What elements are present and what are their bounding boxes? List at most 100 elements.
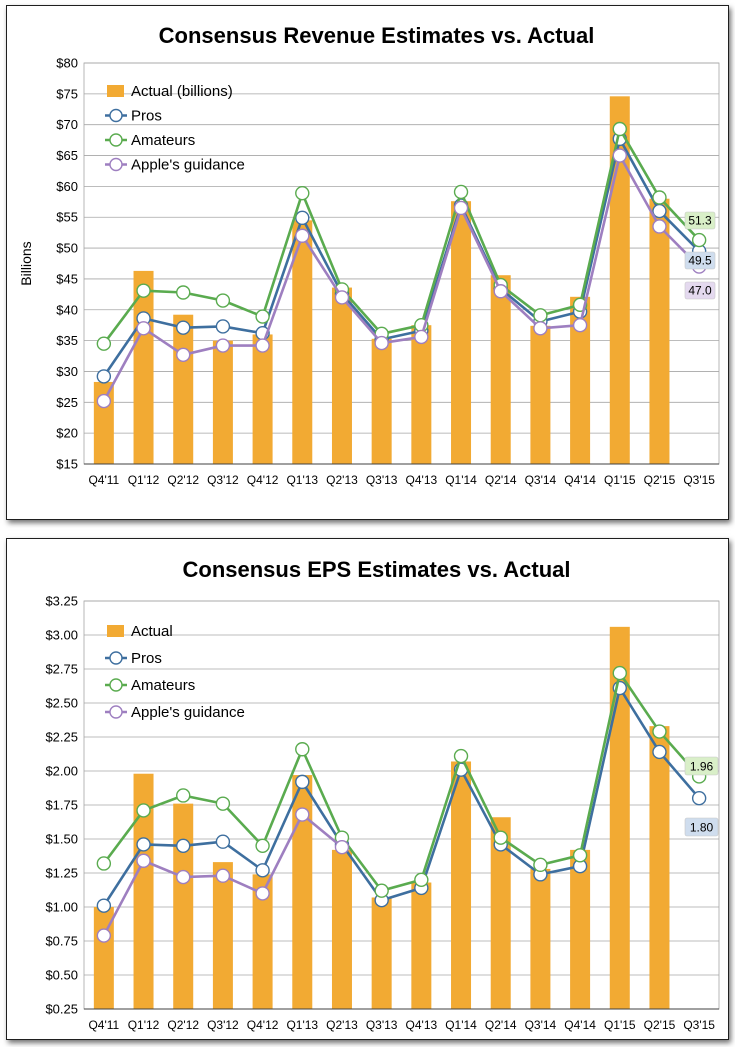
x-tick-label: Q2'12 bbox=[167, 473, 199, 487]
bar-actual-q1-13 bbox=[292, 220, 313, 464]
bar-actual-q4-13 bbox=[411, 882, 432, 1009]
marker-apple-s-guidance-q3-14 bbox=[533, 321, 548, 336]
annotation-box-pros bbox=[684, 817, 719, 837]
x-tick-label: Q3'14 bbox=[525, 473, 557, 487]
marker-pros-q2-12 bbox=[176, 838, 191, 853]
marker-amateurs-q1-13 bbox=[295, 185, 310, 201]
marker-pros-q2-15 bbox=[652, 744, 667, 760]
y-tick-label: $0.25 bbox=[45, 1002, 78, 1017]
bar-actual-q1-15 bbox=[609, 626, 630, 1009]
marker-amateurs-q4-13 bbox=[414, 872, 429, 887]
marker-apple-s-guidance-q1-14 bbox=[453, 200, 469, 216]
bar-actual-q2-12 bbox=[173, 314, 194, 464]
legend-swatch-actual bbox=[107, 625, 124, 637]
marker-amateurs-q2-12 bbox=[176, 285, 191, 300]
legend-label-apple-s-guidance: Apple's guidance bbox=[131, 157, 245, 174]
marker-pros-q4-11 bbox=[96, 898, 112, 913]
y-tick-label: $2.75 bbox=[45, 662, 78, 677]
series-line-pros bbox=[102, 686, 701, 907]
marker-pros-q1-13 bbox=[295, 774, 310, 790]
bar-actual-q2-14 bbox=[490, 817, 511, 1009]
marker-apple-s-guidance-q1-13 bbox=[295, 228, 310, 243]
annotation-box-pros bbox=[684, 251, 716, 270]
x-tick-label: Q1'14 bbox=[445, 473, 477, 487]
marker-pros-q2-12 bbox=[176, 320, 191, 335]
x-tick-label: Q2'14 bbox=[485, 1018, 517, 1032]
marker-amateurs-q3-15 bbox=[691, 232, 707, 248]
bar-actual-q3-12 bbox=[212, 340, 233, 464]
bar-actual-q3-14 bbox=[530, 868, 551, 1009]
marker-apple-s-guidance-q4-13 bbox=[414, 329, 429, 345]
marker-apple-s-guidance-q2-14 bbox=[493, 284, 508, 299]
y-tick-label: $3.00 bbox=[45, 628, 78, 643]
bar-actual-q4-13 bbox=[411, 325, 432, 464]
marker-pros-q1-12 bbox=[136, 837, 151, 852]
marker-amateurs-q3-13 bbox=[374, 883, 389, 898]
marker-pros-q3-15 bbox=[691, 791, 707, 806]
marker-apple-s-guidance-q1-12 bbox=[136, 321, 151, 336]
y-tick-label: $2.50 bbox=[45, 696, 78, 711]
marker-pros-q2-15 bbox=[652, 203, 667, 219]
marker-amateurs-q3-14 bbox=[533, 857, 548, 873]
y-tick-label: $70 bbox=[56, 117, 78, 132]
legend-label-actual-billions: Actual (billions) bbox=[131, 83, 233, 100]
marker-pros-q3-12 bbox=[215, 319, 231, 334]
marker-amateurs-q4-12 bbox=[255, 309, 270, 324]
y-tick-label: $1.50 bbox=[45, 832, 78, 847]
marker-amateurs-q1-13 bbox=[295, 742, 310, 757]
x-tick-label: Q1'15 bbox=[604, 473, 636, 487]
marker-apple-s-guidance-q4-12 bbox=[255, 338, 270, 353]
annotation-label-apple-s-guidance: 47.0 bbox=[688, 284, 712, 298]
bar-actual-q3-12 bbox=[212, 862, 233, 1009]
annotation-box-amateurs bbox=[684, 211, 716, 230]
legend-marker-amateurs bbox=[109, 678, 123, 692]
marker-pros-q1-13 bbox=[295, 210, 310, 226]
legend-swatch-actual-billions bbox=[107, 85, 124, 97]
bar-actual-q4-14 bbox=[570, 849, 591, 1009]
marker-apple-s-guidance-q3-12 bbox=[215, 868, 231, 883]
x-tick-label: Q1'13 bbox=[286, 1018, 318, 1032]
y-tick-label: $60 bbox=[56, 179, 78, 194]
marker-apple-s-guidance-q2-13 bbox=[334, 290, 350, 305]
y-tick-label: $40 bbox=[56, 302, 78, 317]
series-line-apple-s-guidance bbox=[102, 154, 701, 402]
x-tick-label: Q1'13 bbox=[286, 473, 318, 487]
eps-chart-panel: Consensus EPS Estimates vs. Actual $0.25 $… bbox=[6, 538, 729, 1040]
legend-marker-pros bbox=[109, 651, 123, 665]
x-tick-label: Q1'15 bbox=[604, 1018, 636, 1032]
annotation-box-apple-s-guidance bbox=[684, 281, 716, 300]
bar-actual-q2-13 bbox=[331, 849, 352, 1009]
bar-actual-q1-14 bbox=[451, 761, 472, 1009]
legend-marker-pros bbox=[109, 108, 123, 123]
bar-actual-q2-12 bbox=[173, 803, 194, 1009]
series-line-amateurs bbox=[102, 671, 701, 892]
x-tick-label: Q2'14 bbox=[485, 473, 517, 487]
marker-apple-s-guidance-q1-12 bbox=[136, 853, 151, 868]
marker-amateurs-q1-15 bbox=[612, 121, 627, 137]
legend-label-pros: Pros bbox=[131, 108, 162, 125]
bar-actual-q3-14 bbox=[530, 325, 551, 464]
marker-apple-s-guidance-q4-14 bbox=[572, 317, 588, 333]
marker-amateurs-q4-11 bbox=[96, 336, 112, 351]
y-tick-label: $50 bbox=[56, 241, 78, 256]
x-tick-label: Q3'12 bbox=[207, 473, 239, 487]
x-tick-label: Q2'13 bbox=[326, 1018, 358, 1032]
bar-actual-q4-12 bbox=[252, 874, 273, 1009]
marker-apple-s-guidance-q2-13 bbox=[334, 839, 350, 855]
x-tick-label: Q2'13 bbox=[326, 473, 358, 487]
series-line-amateurs bbox=[102, 127, 701, 345]
y-tick-label: $15 bbox=[56, 457, 78, 472]
marker-pros-q4-12 bbox=[255, 863, 270, 878]
marker-apple-s-guidance-q3-13 bbox=[374, 335, 389, 351]
x-tick-label: Q3'14 bbox=[525, 1018, 557, 1032]
y-tick-label: $55 bbox=[56, 210, 78, 225]
y-tick-label: $75 bbox=[56, 86, 78, 101]
chart-title: Consensus EPS Estimates vs. Actual bbox=[183, 557, 571, 582]
y-tick-label: $1.00 bbox=[45, 900, 78, 915]
y-tick-label: $45 bbox=[56, 271, 78, 286]
x-tick-label: Q4'12 bbox=[247, 473, 279, 487]
annotation-label-amateurs: 1.96 bbox=[690, 760, 714, 774]
y-tick-label: $2.00 bbox=[45, 764, 78, 779]
x-tick-label: Q1'14 bbox=[445, 1018, 477, 1032]
x-tick-label: Q4'14 bbox=[564, 1018, 596, 1032]
